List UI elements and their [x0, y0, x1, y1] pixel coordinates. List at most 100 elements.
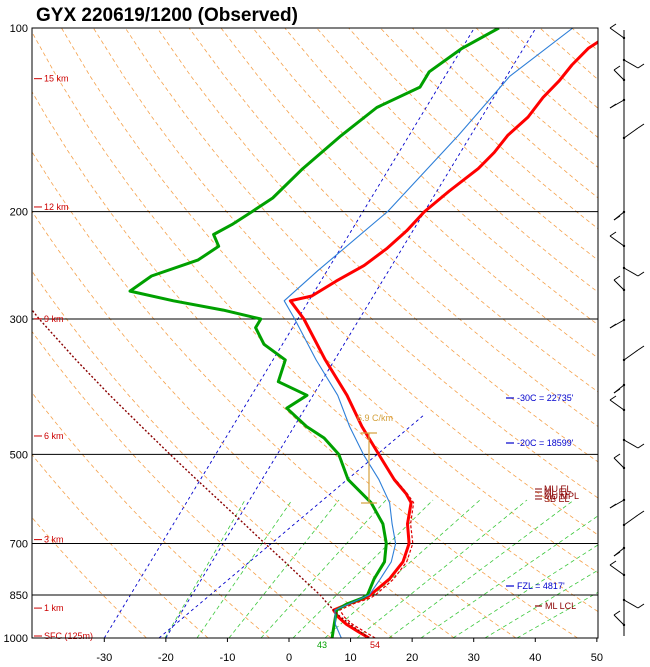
barb-flag — [609, 560, 617, 566]
barb-shaft — [609, 399, 625, 411]
barb-dot — [622, 383, 626, 387]
barb-dot — [622, 408, 626, 412]
barb-flag — [613, 215, 621, 221]
dry-adiabat — [124, 28, 598, 499]
mixing-ratio-line — [292, 499, 434, 638]
dry-adiabat — [156, 28, 598, 463]
dry-adiabat — [380, 28, 598, 230]
isotherm-line — [103, 28, 475, 638]
axis-labels: 100 200 300 500 700 850 1000 -30 -20 -10 0 10 20 30 40… — [4, 23, 603, 664]
mixing-ratio-line — [388, 499, 575, 638]
height-label: 3 km — [44, 535, 64, 545]
level-label: -20C = 18599' — [517, 438, 574, 448]
wind-barb-icon — [609, 395, 626, 412]
barb-dot — [622, 244, 626, 248]
barb-shaft — [623, 127, 639, 139]
height-labels: 15 km 12 km 9 km 6 km 3 km 1 km SFC (125m) — [34, 74, 93, 641]
barb-dot — [622, 573, 626, 577]
barb-dot — [622, 210, 626, 214]
freezing-isotherm — [158, 414, 425, 638]
barb-flag — [609, 23, 617, 29]
level-label: -30C = 22735' — [517, 393, 574, 403]
profile-traces — [32, 28, 598, 638]
barb-dot — [622, 266, 626, 270]
temperature-trace — [288, 40, 598, 638]
level-label: FZL = 4817' — [517, 581, 565, 591]
pressure-tick-label: 700 — [10, 539, 28, 551]
dry-adiabat — [412, 28, 598, 199]
wind-barb-icon — [613, 546, 626, 557]
height-label: 9 km — [44, 314, 64, 324]
barb-flag — [613, 388, 621, 394]
barb-flag — [637, 345, 645, 351]
height-label: 12 km — [44, 202, 69, 212]
pressure-tick-label: 200 — [10, 207, 28, 219]
wind-barb-icon — [622, 598, 645, 609]
barb-shaft — [609, 564, 625, 576]
wind-barb-icon — [609, 98, 626, 109]
pressure-tick-label: 300 — [10, 314, 28, 326]
wind-barbs — [609, 23, 645, 636]
background-lines — [32, 28, 598, 638]
wind-barb-icon — [622, 345, 645, 362]
wind-barb-icon — [622, 438, 645, 449]
wind-barb-icon — [622, 510, 645, 527]
barb-flag — [637, 443, 645, 449]
barb-dot — [622, 358, 626, 362]
barb-flag — [637, 510, 645, 516]
barb-dot — [622, 98, 626, 102]
barb-flag — [609, 103, 617, 109]
barb-flag — [613, 551, 621, 557]
surface-temp-label: 54 — [370, 640, 380, 650]
barb-dot — [622, 623, 626, 627]
barb-flag — [613, 65, 621, 71]
barb-flag — [613, 453, 621, 459]
surface-dewpoint-label: 43 — [317, 640, 327, 650]
dry-adiabat — [32, 392, 270, 638]
barb-flag — [637, 123, 645, 129]
dry-adiabat — [32, 454, 209, 638]
temp-tick-label: 50 — [591, 652, 603, 664]
barb-dot — [622, 466, 626, 470]
barb-shaft — [609, 235, 625, 247]
dry-adiabat — [348, 28, 598, 261]
mixing-ratio-line — [228, 499, 340, 638]
height-label: SFC (125m) — [44, 631, 93, 641]
mixing-ratio-line — [260, 499, 387, 638]
dry-adiabat — [571, 28, 598, 52]
temp-tick-label: -20 — [158, 652, 174, 664]
wet-bulb-temperature-trace — [283, 28, 574, 638]
wind-barb-icon — [613, 210, 626, 221]
dry-adiabat — [32, 270, 393, 638]
dry-adiabat — [93, 28, 598, 536]
dry-adiabat — [32, 31, 598, 613]
plot-frame — [31, 27, 599, 639]
temp-tick-label: 40 — [529, 652, 541, 664]
height-label: 1 km — [44, 603, 64, 613]
barb-dot — [622, 58, 626, 62]
annotations: 6.9 C/km -30C = 22735' -20C = 18599' FZL = … — [317, 393, 579, 650]
chart-title: GYX 220619/1200 (Observed) — [36, 5, 298, 26]
dry-adiabat — [284, 28, 598, 326]
barb-shaft — [623, 439, 639, 449]
barb-dot — [622, 288, 626, 292]
pressure-tick-label: 500 — [10, 449, 28, 461]
barb-shaft — [623, 514, 639, 526]
barb-shaft — [623, 267, 639, 277]
barb-dot — [622, 523, 626, 527]
barb-shaft — [613, 69, 625, 81]
wind-barb-icon — [613, 275, 626, 292]
mixing-ratio-line — [452, 544, 598, 638]
barb-dot — [622, 36, 626, 40]
wind-barb-icon — [622, 58, 645, 69]
pressure-tick-label: 1000 — [4, 633, 28, 645]
barb-flag — [637, 603, 645, 609]
parcel-level-label: MU MPL — [544, 491, 579, 501]
temp-tick-label: 10 — [344, 652, 356, 664]
dry-adiabat — [32, 151, 517, 638]
wind-barb-icon — [609, 23, 626, 40]
wind-barb-icon — [613, 383, 626, 394]
wind-barb-icon — [622, 266, 645, 277]
barb-flag — [637, 271, 645, 277]
barb-flag — [613, 610, 621, 616]
